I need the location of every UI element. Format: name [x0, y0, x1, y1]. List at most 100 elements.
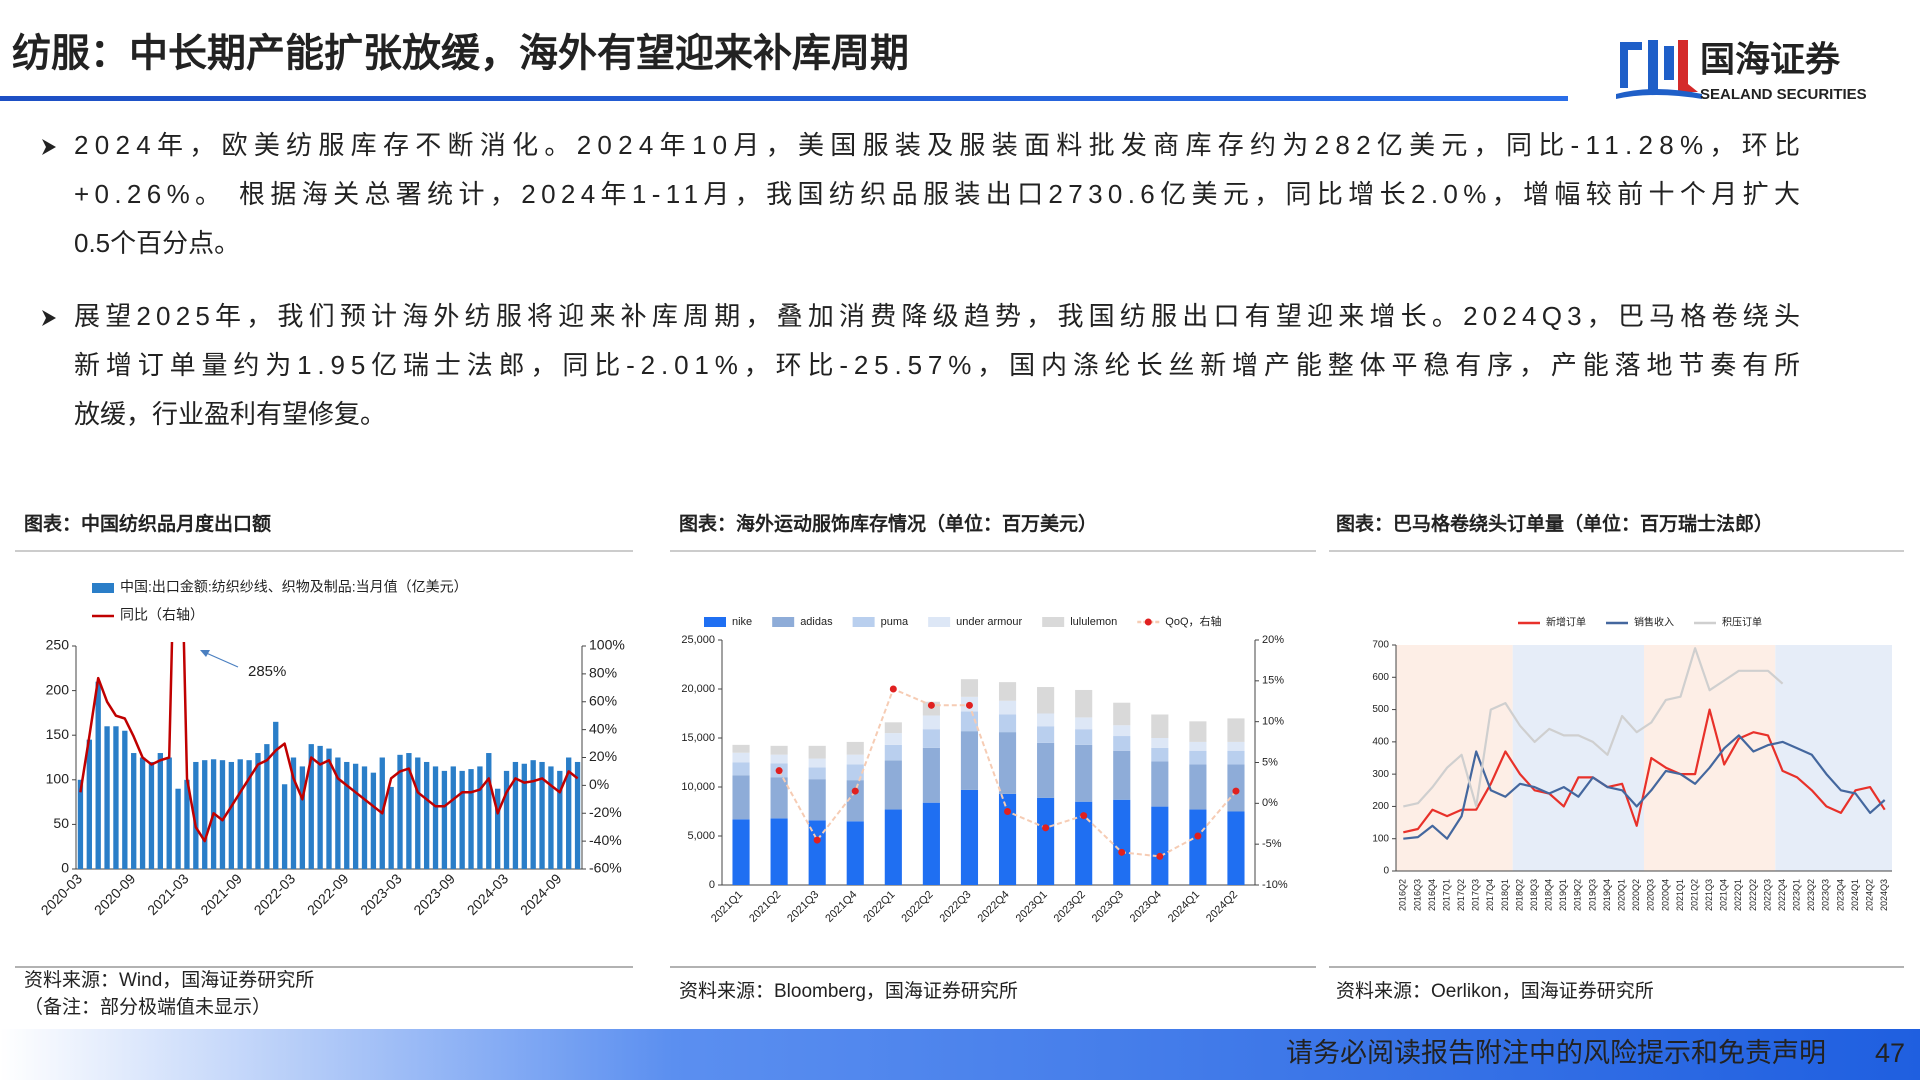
x-tick-label: 2021Q4 — [1719, 879, 1729, 911]
bar — [808, 758, 826, 768]
bar — [808, 779, 826, 821]
bullet-text: 新增订单量约为1.95亿瑞士法郎，同比-2.01%，环比-25.57%，国内涤纶… — [74, 350, 1800, 380]
bar — [1151, 806, 1169, 885]
bar — [432, 766, 439, 869]
bar — [884, 733, 902, 745]
bar — [344, 761, 350, 869]
chart-source: 资料来源：Bloomberg，国海证券研究所 — [679, 980, 1018, 1002]
y2-tick-label: -10% — [1262, 879, 1288, 891]
bar — [922, 747, 940, 803]
legend-swatch — [704, 617, 726, 627]
x-tick-label: 2017Q3 — [1471, 879, 1481, 911]
bar — [998, 732, 1017, 794]
legend-swatch — [92, 583, 114, 593]
y-tick-label: 500 — [1372, 704, 1389, 715]
bar — [503, 770, 510, 869]
bar — [539, 761, 545, 869]
x-tick-label: 2021-03 — [144, 870, 192, 918]
chart-note: （备注：部分极端值未显示） — [24, 996, 271, 1018]
x-tick-label: 2024-09 — [517, 870, 565, 918]
x-tick-label: 2022Q1 — [861, 889, 897, 925]
bar — [998, 793, 1017, 885]
y2-tick-label: 15% — [1262, 675, 1284, 687]
bar — [1189, 741, 1207, 751]
y-tick-label: 100 — [1372, 833, 1389, 844]
bar — [370, 772, 377, 869]
bar — [1227, 718, 1245, 742]
bar — [1189, 764, 1207, 810]
y2-tick-label: -40% — [589, 832, 622, 848]
line — [1403, 708, 1886, 834]
bullet-arrow — [42, 310, 56, 326]
bar — [264, 744, 270, 869]
x-tick-label: 2016Q4 — [1427, 879, 1437, 911]
line-point — [1194, 832, 1202, 840]
bar — [139, 757, 146, 869]
title-rule — [0, 96, 1568, 101]
x-tick-label: 2023Q2 — [1052, 889, 1088, 925]
bar — [1113, 750, 1131, 800]
legend-marker — [1144, 618, 1152, 626]
x-tick-label: 2024Q2 — [1204, 889, 1240, 925]
bar — [1151, 761, 1169, 807]
bar — [566, 757, 572, 869]
x-tick-label: 2018Q1 — [1500, 879, 1510, 911]
bar — [1075, 729, 1093, 745]
legend-label: nike — [732, 616, 752, 628]
x-tick-label: 2022Q2 — [899, 889, 935, 925]
y2-tick-label: -60% — [589, 860, 622, 876]
bar — [1037, 742, 1055, 798]
bar — [495, 788, 501, 869]
bar — [574, 761, 581, 869]
chart-source: 资料来源：Oerlikon，国海证券研究所 — [1336, 980, 1654, 1002]
y-tick-label: 700 — [1372, 640, 1389, 651]
bar — [846, 780, 864, 822]
period-shade — [1644, 645, 1776, 871]
bar — [175, 788, 181, 869]
period-shade — [1775, 645, 1892, 871]
period-shade — [1512, 645, 1644, 871]
line-point — [1118, 848, 1126, 856]
x-tick-label: 2023Q1 — [1792, 879, 1802, 911]
chart-title: 图表：巴马格卷绕头订单量（单位：百万瑞士法郎） — [1336, 512, 1773, 535]
legend-label: QoQ，右轴 — [1165, 614, 1221, 628]
line-point — [1004, 808, 1012, 815]
legend-label: adidas — [800, 616, 833, 628]
bar — [884, 809, 902, 885]
bullet-text: 展望2025年，我们预计海外纺服将迎来补库周期，叠加消费降级趋势，我国纺服出口有… — [74, 301, 1800, 331]
x-tick-label: 2016Q2 — [1398, 879, 1408, 911]
logo-subtext: SEALAND SECURITIES — [1700, 86, 1867, 103]
y2-tick-label: -20% — [589, 804, 622, 820]
bar — [1037, 797, 1055, 885]
bullet-text: 放缓，行业盈利有望修复。 — [74, 399, 386, 429]
x-tick-label: 2022Q3 — [937, 889, 973, 925]
bar — [486, 753, 492, 869]
x-tick-label: 2023-03 — [357, 870, 405, 918]
x-tick-label: 2024Q3 — [1879, 879, 1889, 911]
x-tick-label: 2022-03 — [251, 870, 299, 918]
y2-tick-label: 20% — [589, 748, 617, 764]
bar — [846, 821, 864, 885]
bar — [255, 753, 261, 869]
x-tick-label: 2017Q4 — [1485, 879, 1495, 911]
annotation-arrow — [203, 651, 239, 668]
x-tick-label: 2022Q2 — [1748, 879, 1758, 911]
y-tick-label: 200 — [1372, 801, 1389, 812]
y2-tick-label: 80% — [589, 665, 617, 681]
x-tick-label: 2020-09 — [91, 870, 139, 918]
legend-swatch — [928, 617, 951, 627]
bar — [1227, 741, 1245, 751]
bar — [770, 754, 788, 764]
x-tick-label: 2021Q3 — [785, 889, 821, 925]
chart: 0 5,000 10,000 15,000 20,000 25,000 -10% -5% 0% 5… — [681, 614, 1288, 925]
bar — [1151, 714, 1169, 738]
x-tick-label: 2021Q2 — [747, 889, 783, 925]
legend-label: 中国:出口金额:纺织纱线、织物及制品:当月值（亿美元） — [120, 579, 468, 595]
legend-label: 同比（右轴） — [120, 607, 204, 623]
x-tick-label: 2023-09 — [410, 870, 458, 918]
bar — [299, 766, 306, 869]
period-shade — [1396, 645, 1513, 871]
x-tick-label: 2017Q2 — [1456, 879, 1466, 911]
